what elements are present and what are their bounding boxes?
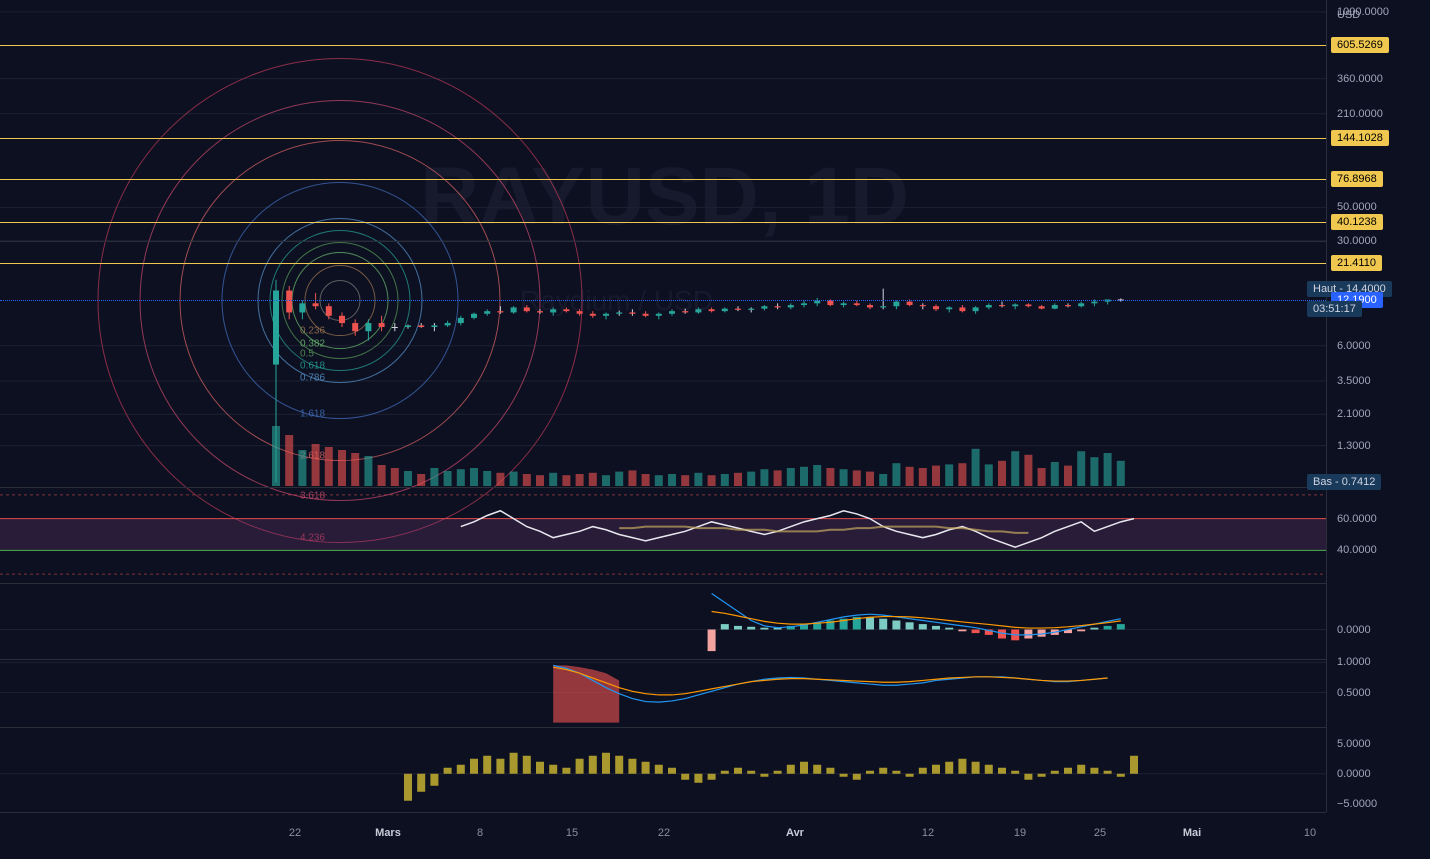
svg-text:0.5: 0.5 — [300, 349, 314, 360]
svg-text:0.786: 0.786 — [300, 373, 325, 384]
panel-divider-2 — [0, 583, 1326, 584]
panel-divider-1 — [0, 487, 1326, 488]
svg-text:1.618: 1.618 — [300, 409, 325, 420]
time-axis[interactable]: 22Mars81522Avr121925Mai10 — [0, 812, 1326, 859]
svg-text:3.618: 3.618 — [300, 491, 325, 502]
panel-divider-4 — [0, 727, 1326, 728]
chart-svg: 0.2360.3820.50.6180.7861.6182.6183.6184.… — [0, 0, 1326, 812]
chart-area[interactable]: RAYUSD, 1D Raydium / USD 0.2360.3820.50.… — [0, 0, 1326, 812]
panel-divider-3 — [0, 659, 1326, 660]
svg-text:0.236: 0.236 — [300, 326, 325, 337]
price-axis[interactable]: USD1000.0000360.0000210.000050.000030.00… — [1326, 0, 1430, 812]
svg-text:0.618: 0.618 — [300, 361, 325, 372]
